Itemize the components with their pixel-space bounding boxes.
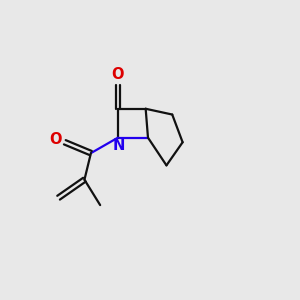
Text: O: O xyxy=(50,132,62,147)
Text: O: O xyxy=(112,67,124,82)
Text: N: N xyxy=(112,138,124,153)
